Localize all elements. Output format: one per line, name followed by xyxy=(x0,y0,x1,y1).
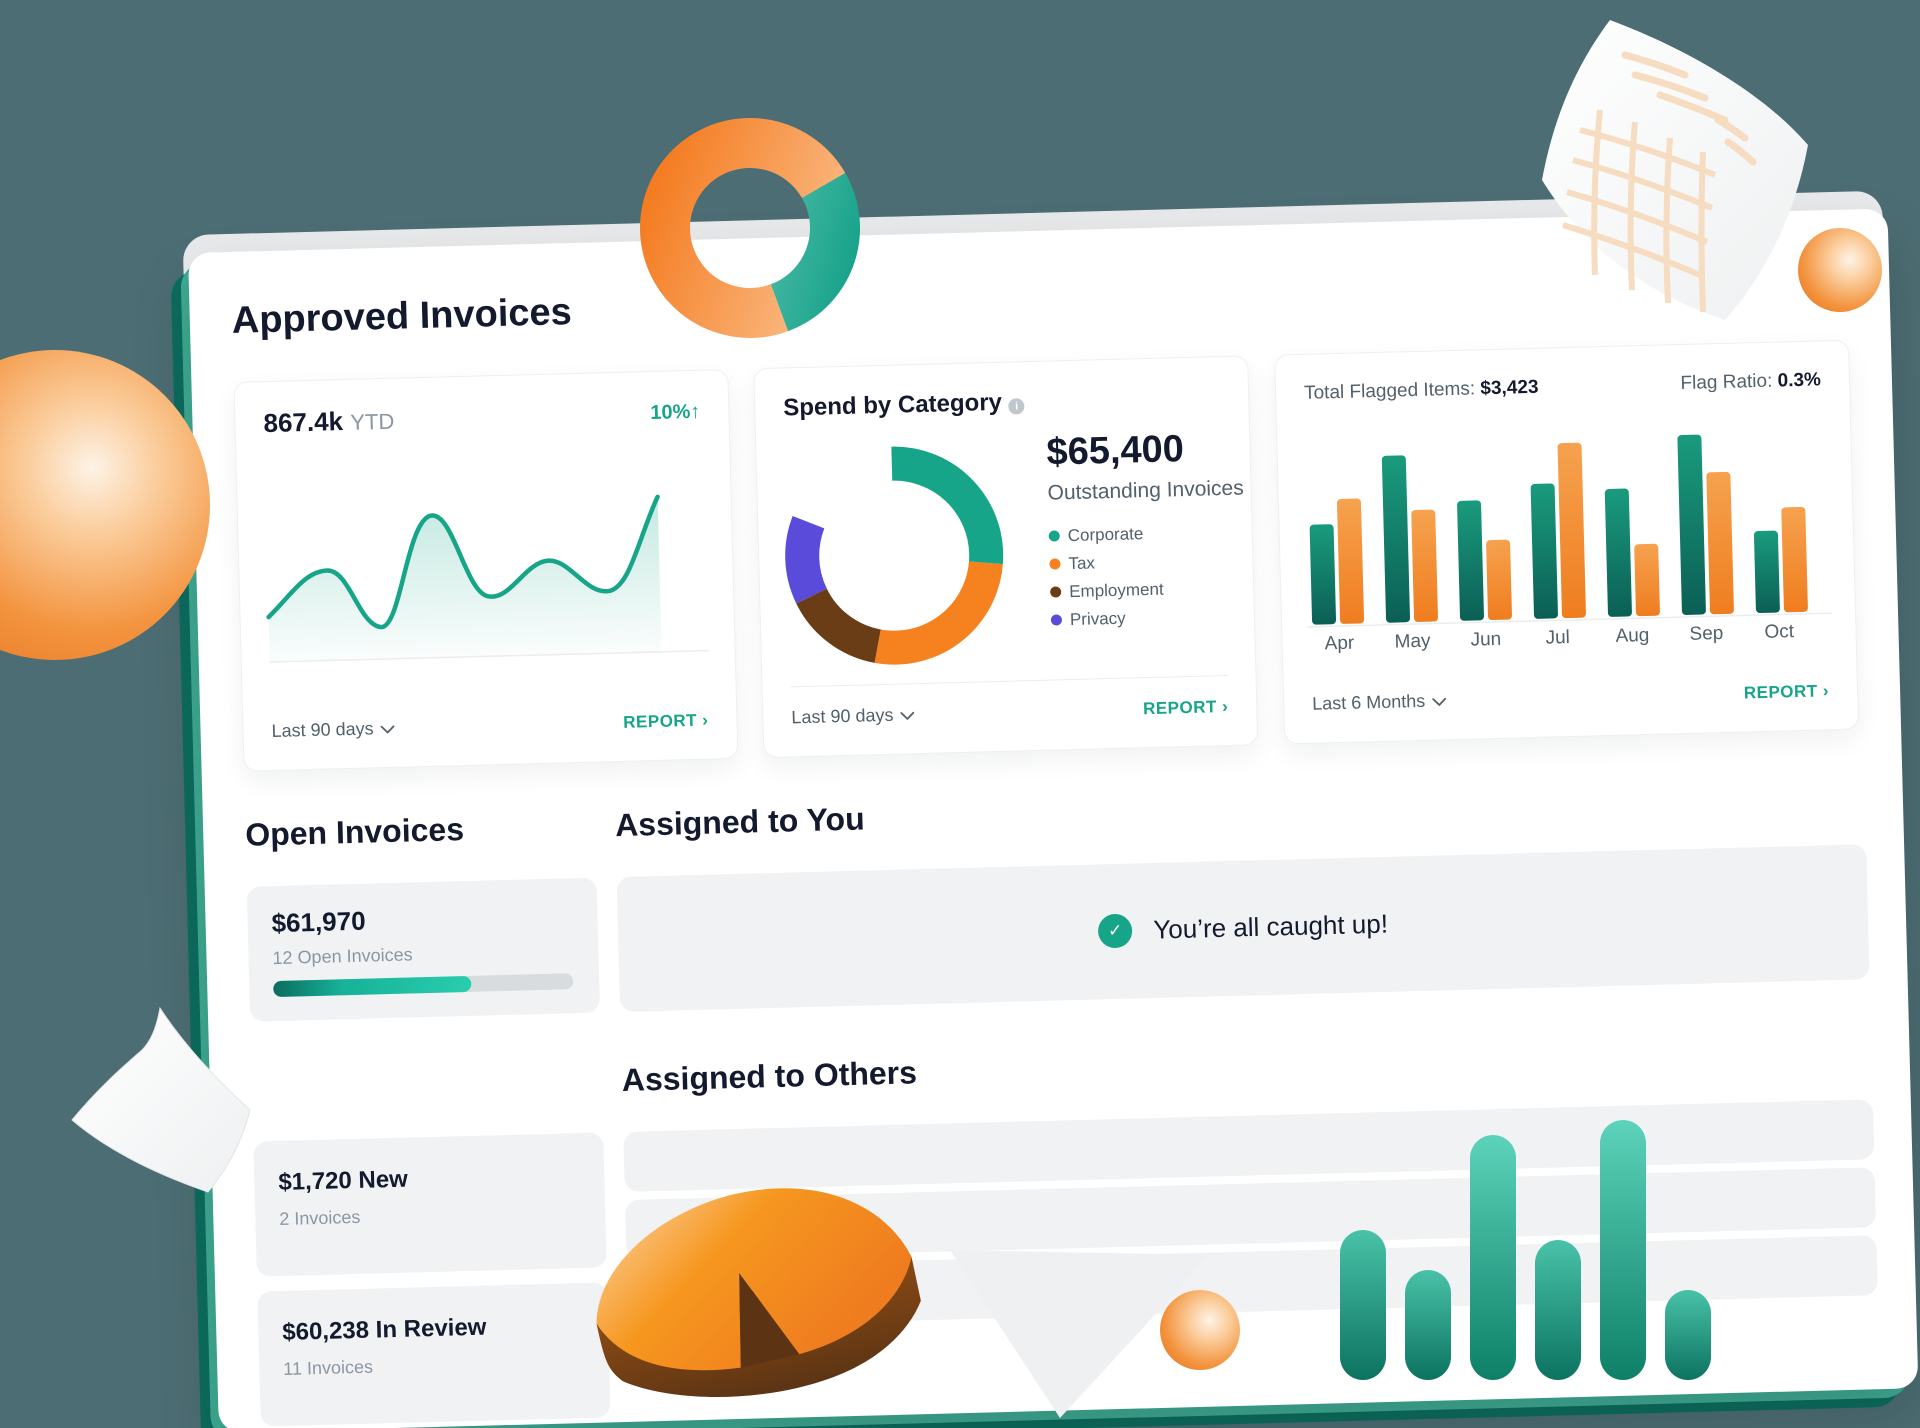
svg-text:Aug: Aug xyxy=(1615,625,1649,647)
svg-text:May: May xyxy=(1394,631,1431,653)
svg-text:Apr: Apr xyxy=(1324,633,1355,655)
svg-text:Jun: Jun xyxy=(1470,629,1501,651)
svg-text:Sep: Sep xyxy=(1689,623,1723,645)
svg-text:Jul: Jul xyxy=(1545,627,1570,649)
svg-text:Oct: Oct xyxy=(1764,621,1795,643)
